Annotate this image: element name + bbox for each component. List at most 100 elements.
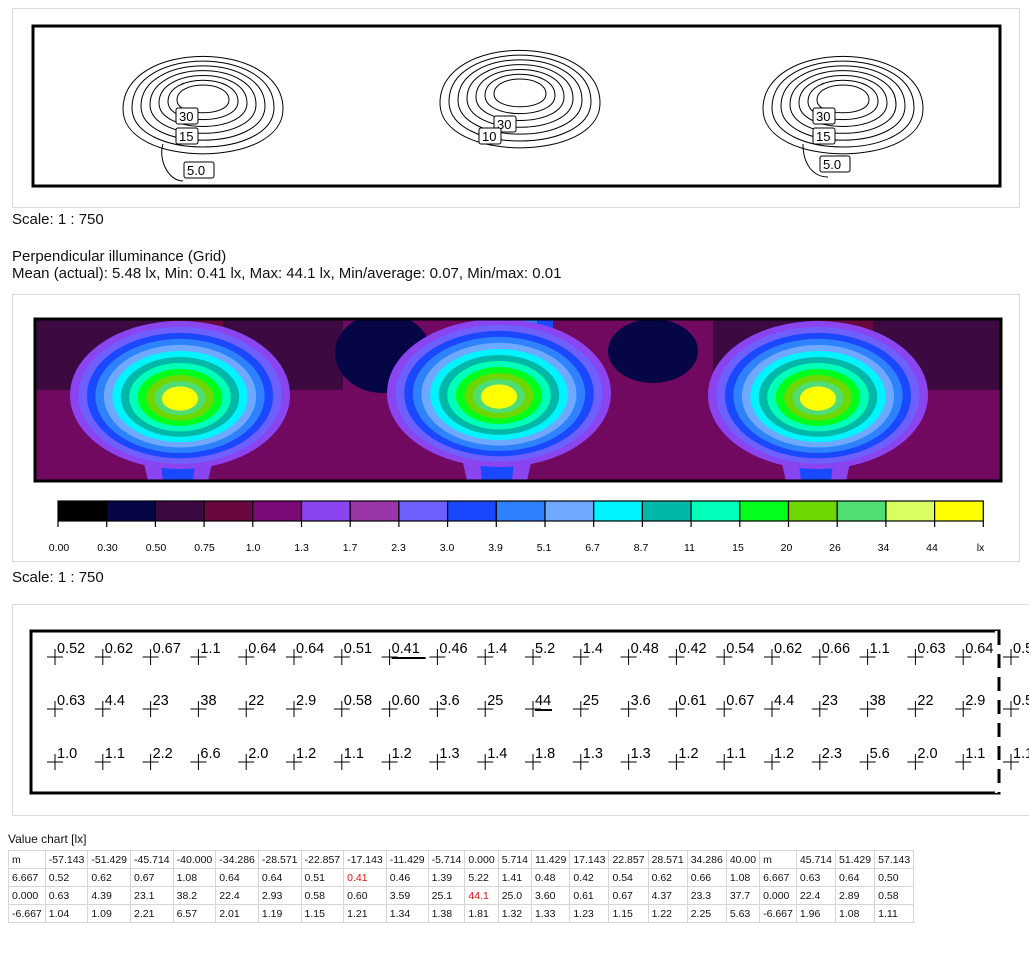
table-cell: 0.64 xyxy=(257,868,302,887)
contour-line xyxy=(762,55,924,155)
legend-label: 6.7 xyxy=(585,542,600,554)
grid-point: 0.48 xyxy=(620,641,659,665)
table-cell: 0.000 xyxy=(759,886,797,905)
table-cell: 3.60 xyxy=(530,886,571,905)
table-cell: 6.667 xyxy=(8,868,46,887)
grid-value: 1.1 xyxy=(965,746,985,762)
illuminance-stats: Mean (actual): 5.48 lx, Min: 0.41 lx, Ma… xyxy=(12,265,562,282)
table-cell: 1.11 xyxy=(874,904,915,923)
contour-line xyxy=(161,143,184,182)
heat-blob xyxy=(70,320,290,481)
table-cell: 0.48 xyxy=(530,868,571,887)
grid-point: 5.6 xyxy=(859,746,890,770)
table-header-cell: -5.714 xyxy=(427,850,466,869)
legend-swatch xyxy=(398,500,449,522)
heat-blob xyxy=(708,320,928,481)
grid-point: 1.2 xyxy=(764,746,794,770)
legend-label: 0.00 xyxy=(49,542,70,554)
contour-line xyxy=(780,65,906,141)
legend-swatch xyxy=(349,500,400,522)
contour-label: 30 xyxy=(816,109,830,124)
grid-value: 22 xyxy=(917,693,933,709)
grid-point: 0.58 xyxy=(1003,693,1029,717)
grid-value: 1.2 xyxy=(774,746,794,762)
grid-value: 1.1 xyxy=(200,641,220,657)
heat-band xyxy=(800,386,836,411)
table-cell: 0.42 xyxy=(569,868,610,887)
table-header-cell: -51.429 xyxy=(87,850,132,869)
table-cell: 2.89 xyxy=(834,886,876,905)
contour-line xyxy=(122,55,284,155)
grid-value: 4.4 xyxy=(774,693,794,709)
grid-point: 1.3 xyxy=(429,746,460,770)
table-cell: 23.3 xyxy=(686,886,727,905)
grid-point: 0.46 xyxy=(429,641,468,665)
heat-blob xyxy=(387,319,611,481)
table-cell: 0.58 xyxy=(874,886,915,905)
grid-point: 0.58 xyxy=(333,693,372,717)
grid-point: 0.52 xyxy=(47,641,85,665)
legend-label: lx xyxy=(977,542,985,554)
grid-point: 0.62 xyxy=(764,641,802,665)
legend-swatch xyxy=(495,500,546,522)
table-cell: 1.23 xyxy=(569,904,610,923)
table-cell: 1.08 xyxy=(834,904,876,923)
grid-point: 0.54 xyxy=(716,641,754,665)
table-header-cell: -57.143 xyxy=(44,850,89,869)
grid-point: 1.1 xyxy=(190,641,221,665)
table-header-cell: 40.00 xyxy=(725,850,761,869)
grid-value: 0.64 xyxy=(248,641,276,657)
grid-point: 3.6 xyxy=(620,693,651,717)
table-header-cell: -22.857 xyxy=(300,850,345,869)
grid-point: 23 xyxy=(811,693,838,717)
table-cell: 1.15 xyxy=(300,904,345,923)
table-cell: 0.67 xyxy=(130,868,174,887)
grid-value: 0.54 xyxy=(726,641,754,657)
grid-point: 2.0 xyxy=(238,746,268,770)
contour-label-box xyxy=(812,127,836,145)
grid-value: 1.4 xyxy=(487,746,507,762)
grid-point: 1.0 xyxy=(47,746,77,770)
grid-point: 1.4 xyxy=(572,641,603,665)
table-cell: 1.08 xyxy=(725,868,761,887)
table-header-cell: -28.571 xyxy=(257,850,302,869)
grid-value: 0.61 xyxy=(678,693,706,709)
grid-value: 0.64 xyxy=(296,641,324,657)
table-cell: 1.41 xyxy=(497,868,532,887)
contour-line xyxy=(493,78,547,108)
heat-band xyxy=(162,386,198,411)
contour-line xyxy=(466,64,574,128)
table-cell: 0.63 xyxy=(44,886,89,905)
legend-swatch xyxy=(154,500,205,522)
grid-point: 38 xyxy=(859,693,886,717)
grid-point: 1.1 xyxy=(955,746,985,770)
grid-point: 1.2 xyxy=(668,746,699,770)
table-cell: 0.62 xyxy=(647,868,688,887)
grid-value: 0.66 xyxy=(822,641,850,657)
grid-point: 0.50 xyxy=(1003,641,1029,665)
table-header-row: m -57.143 -51.429 -45.714 -40.000 -34.286 -28.… xyxy=(8,850,915,869)
grid-value: 3.6 xyxy=(631,693,651,709)
false-color-diagram: 0.00 0.30 0.50 0.75 1.0 1.3 1.7 2.3 3.0 3.9 5.1 6.7… xyxy=(12,294,1020,562)
grid-point: 0.67 xyxy=(716,693,754,717)
contour-label: 5.0 xyxy=(187,163,205,178)
table-header-cell: -34.286 xyxy=(215,850,259,869)
table-cell: 0.67 xyxy=(608,886,649,905)
table-cell: 5.22 xyxy=(464,868,499,887)
color-legend xyxy=(57,500,984,527)
grid-point: 4.4 xyxy=(94,693,125,717)
legend-label: 20 xyxy=(781,542,793,554)
grid-point: 1.3 xyxy=(620,746,651,770)
contour-group xyxy=(762,55,924,155)
grid-value: 1.4 xyxy=(487,641,507,657)
value-chart-title: Value chart [lx] xyxy=(8,832,87,846)
grid-value: 2.9 xyxy=(296,693,316,709)
grid-value: 0.63 xyxy=(917,641,945,657)
contour-line xyxy=(798,75,888,127)
false-color-plot: 0.00 0.30 0.50 0.75 1.0 1.3 1.7 2.3 3.0 3.9 5.1 6.7… xyxy=(33,317,1003,554)
grid-value: 1.4 xyxy=(583,641,603,657)
grid-point: 1.1 xyxy=(94,746,125,770)
legend-swatch xyxy=(787,500,838,522)
contour-label-box xyxy=(183,161,215,179)
grid-values-diagram: 0.52 0.62 0.67 1.1 0.64 0.64 0.51 0.41 0.46 1.4 5.… xyxy=(12,604,1029,816)
